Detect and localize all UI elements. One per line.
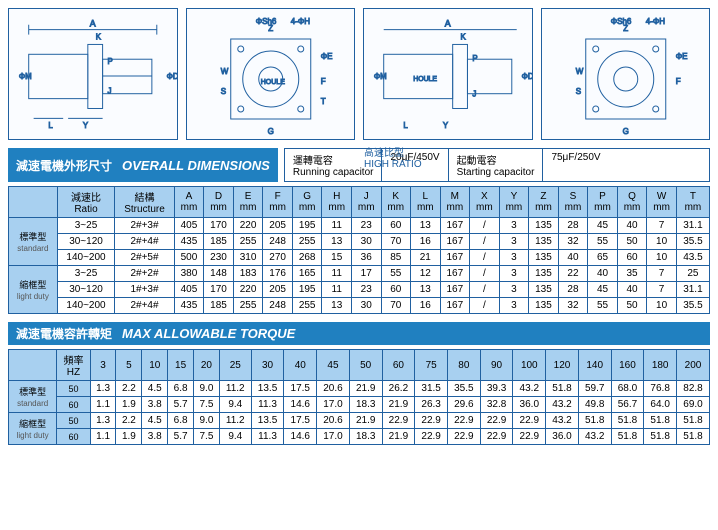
svg-text:P: P bbox=[108, 57, 113, 66]
svg-text:G: G bbox=[267, 127, 273, 136]
svg-text:K: K bbox=[461, 33, 467, 42]
dimensions-table: 減速比Ratio結構StructureAmmDmmEmmFmmGmmHmmJmm… bbox=[8, 186, 710, 314]
svg-text:Z: Z bbox=[268, 24, 273, 33]
svg-text:W: W bbox=[575, 67, 583, 76]
svg-text:ΦM: ΦM bbox=[19, 72, 32, 81]
svg-text:K: K bbox=[96, 33, 102, 42]
svg-text:F: F bbox=[675, 77, 680, 86]
drawing-side-1: A L Y ΦM K P J ΦD bbox=[8, 8, 178, 140]
svg-text:HOULE: HOULE bbox=[413, 76, 437, 83]
svg-text:ΦSh6: ΦSh6 bbox=[610, 17, 631, 26]
svg-text:S: S bbox=[575, 87, 580, 96]
svg-text:ΦD: ΦD bbox=[167, 72, 177, 81]
svg-text:ΦE: ΦE bbox=[320, 52, 332, 61]
svg-text:Y: Y bbox=[83, 121, 89, 130]
svg-text:ΦE: ΦE bbox=[675, 52, 687, 61]
section-1-header: 減速電機外形尺寸 OVERALL DIMENSIONS bbox=[8, 148, 278, 182]
section-1-title-jp: 減速電機外形尺寸 bbox=[16, 157, 112, 174]
svg-text:L: L bbox=[48, 121, 53, 130]
technical-drawings: A L Y ΦM K P J ΦD ΦSh6 4-ΦH ΦE F T G Z W S … bbox=[8, 8, 710, 140]
section-2-title-jp: 減速電機容許轉矩 bbox=[16, 325, 112, 342]
svg-text:4-ΦH: 4-ΦH bbox=[645, 17, 664, 26]
svg-text:P: P bbox=[472, 54, 477, 63]
section-1-title-en: OVERALL DIMENSIONS bbox=[122, 158, 270, 173]
svg-text:Y: Y bbox=[443, 121, 449, 130]
svg-text:ΦD: ΦD bbox=[522, 72, 532, 81]
svg-text:HOULE: HOULE bbox=[260, 79, 284, 86]
svg-text:ΦM: ΦM bbox=[374, 72, 387, 81]
torque-table: 頻率HZ351015202530404550607580901001201401… bbox=[8, 349, 710, 445]
svg-text:L: L bbox=[403, 121, 408, 130]
section-2-header: 減速電機容許轉矩 MAX ALLOWABLE TORQUE bbox=[8, 322, 710, 345]
drawing-side-2: A ΦMΦD LY K PJ HOULE 高速比型HIGH RATIO bbox=[363, 8, 533, 140]
svg-text:4-ΦH: 4-ΦH bbox=[290, 17, 309, 26]
svg-text:T: T bbox=[320, 97, 325, 106]
svg-text:J: J bbox=[108, 87, 112, 96]
svg-text:F: F bbox=[320, 77, 325, 86]
section-2-title-en: MAX ALLOWABLE TORQUE bbox=[122, 326, 295, 341]
high-ratio-label: 高速比型HIGH RATIO bbox=[364, 144, 532, 170]
drawing-front-2: ΦSh6 4-ΦH ΦE F G Z W S bbox=[541, 8, 711, 140]
svg-text:G: G bbox=[622, 127, 628, 136]
svg-text:ΦSh6: ΦSh6 bbox=[255, 17, 276, 26]
svg-text:W: W bbox=[220, 67, 228, 76]
svg-text:S: S bbox=[220, 87, 225, 96]
svg-text:Z: Z bbox=[623, 24, 628, 33]
drawing-front-1: ΦSh6 4-ΦH ΦE F T G Z W S HOULE bbox=[186, 8, 356, 140]
svg-text:A: A bbox=[445, 19, 451, 29]
svg-text:A: A bbox=[90, 19, 96, 29]
